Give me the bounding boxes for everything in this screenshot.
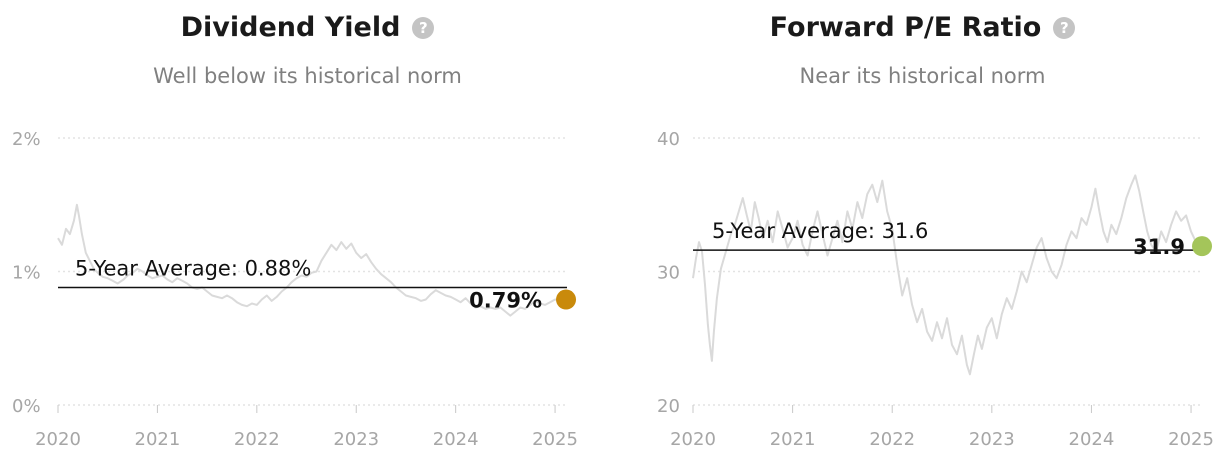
forward-pe-title-row: Forward P/E Ratio? [615, 12, 1230, 43]
y-tick-label: 20 [657, 396, 680, 417]
y-tick-label: 30 [657, 263, 680, 284]
current-value-label: 31.9 [1133, 235, 1185, 259]
x-tick-label: 2025 [532, 429, 578, 450]
current-value-label: 0.79% [469, 289, 542, 313]
y-tick-label: 2% [12, 129, 41, 150]
current-value-dot [556, 289, 577, 310]
chart-subtitle: Well below its historical norm [153, 64, 462, 88]
y-tick-label: 40 [657, 129, 680, 150]
x-tick-label: 2021 [135, 429, 181, 450]
x-tick-label: 2022 [234, 429, 280, 450]
dividend-yield-panel: Dividend Yield? Well below its historica… [0, 12, 615, 450]
chart-subtitle: Near its historical norm [799, 64, 1046, 88]
current-value-dot [1192, 236, 1213, 257]
series-line [57, 203, 564, 317]
chart-title: Forward P/E Ratio [769, 12, 1042, 43]
series-line [692, 174, 1200, 376]
forward-pe-panel: Forward P/E Ratio? Near its historical n… [615, 0, 1230, 470]
x-tick-label: 2025 [1168, 429, 1214, 450]
x-tick-label: 2020 [670, 429, 716, 450]
x-tick-label: 2022 [869, 429, 915, 450]
question-circle-icon[interactable]: ? [1053, 17, 1076, 39]
chart-title: Dividend Yield [180, 12, 401, 43]
dividend-yield-chart: 2% 1% 0% 2020 2021 2022 2023 2024 2025 5-Year Ave… [12, 129, 578, 450]
x-tick-label: 2024 [1069, 429, 1115, 450]
average-label: 5-Year Average: 0.88% [75, 257, 311, 281]
y-tick-label: 0% [12, 396, 41, 417]
dividend-yield-title-row: Dividend Yield? [0, 12, 615, 43]
question-circle-icon[interactable]: ? [412, 17, 435, 39]
x-tick-label: 2023 [969, 429, 1015, 450]
x-tick-label: 2024 [433, 429, 479, 450]
x-tick-label: 2020 [35, 429, 81, 450]
x-tick-label: 2021 [770, 429, 816, 450]
y-tick-label: 1% [12, 263, 41, 284]
x-tick-label: 2023 [333, 429, 379, 450]
average-label: 5-Year Average: 31.6 [712, 219, 928, 243]
